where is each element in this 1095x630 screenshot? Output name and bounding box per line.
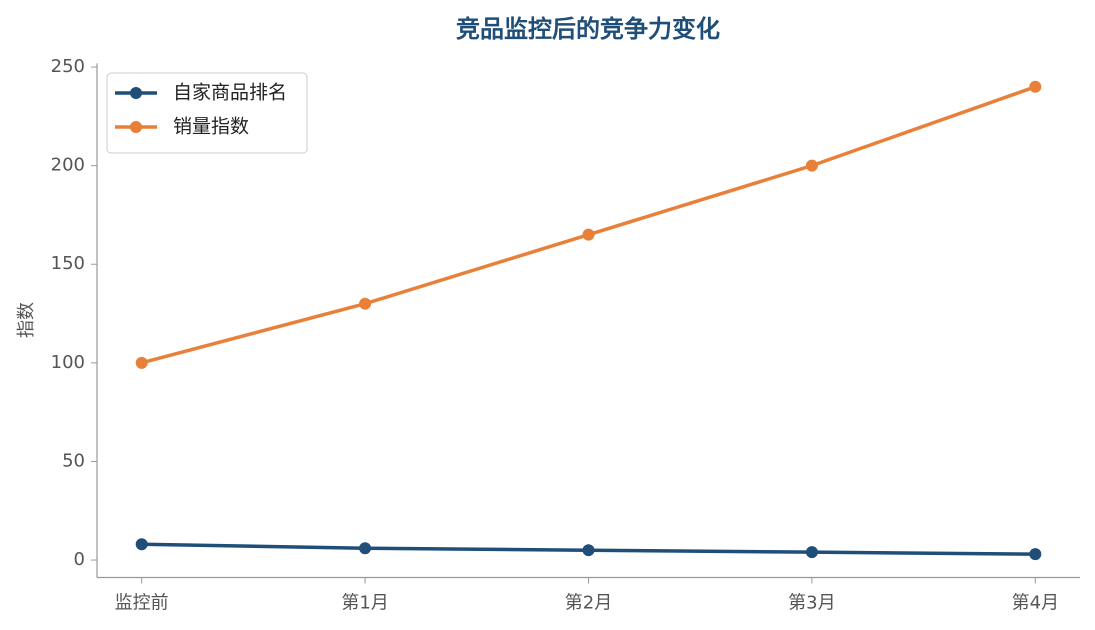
data-point [805,159,818,172]
legend-label: 自家商品排名 [173,82,287,104]
y-tick-label: 100 [51,352,85,373]
y-tick-label: 50 [62,450,85,471]
x-tick-label: 监控前 [115,593,169,614]
data-point [582,228,595,241]
y-tick-label: 0 [74,549,85,570]
x-tick-label: 第2月 [565,593,612,614]
data-point [135,356,148,369]
data-point [1029,548,1042,561]
data-point [582,544,595,557]
legend-marker [130,121,142,133]
legend-label: 销量指数 [173,116,249,138]
chart-title: 竞品监控后的竞争力变化 [456,15,720,43]
data-point [1029,80,1042,93]
x-tick-label: 第3月 [788,593,835,614]
data-point [135,538,148,551]
data-point [359,542,372,555]
x-tick-label: 第1月 [341,593,388,614]
legend-marker [130,87,142,99]
y-tick-label: 200 [51,155,85,176]
data-point [359,297,372,310]
x-tick-label: 第4月 [1012,593,1059,614]
data-point [805,546,818,559]
y-axis-label: 指数 [16,302,37,338]
y-tick-label: 250 [51,56,85,77]
y-tick-label: 150 [51,253,85,274]
